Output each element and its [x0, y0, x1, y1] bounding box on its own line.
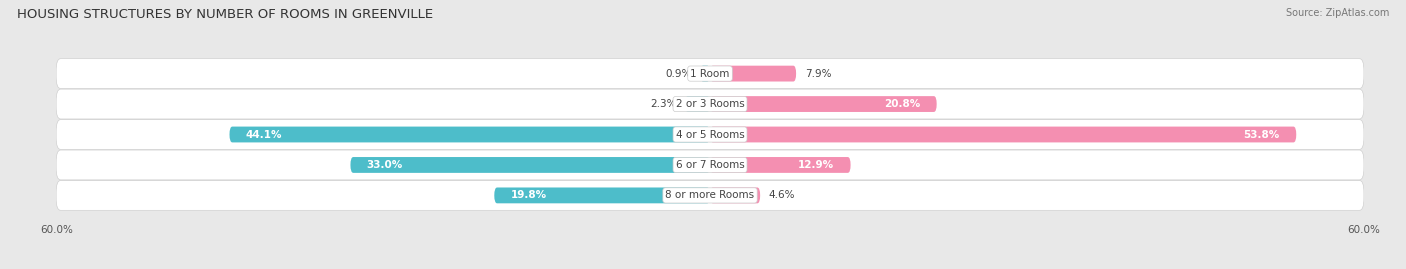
FancyBboxPatch shape	[350, 157, 710, 173]
FancyBboxPatch shape	[710, 96, 936, 112]
Text: 2.3%: 2.3%	[650, 99, 676, 109]
Text: 4 or 5 Rooms: 4 or 5 Rooms	[676, 129, 744, 140]
FancyBboxPatch shape	[56, 89, 1364, 119]
FancyBboxPatch shape	[685, 96, 710, 112]
FancyBboxPatch shape	[495, 187, 710, 203]
Text: 6 or 7 Rooms: 6 or 7 Rooms	[676, 160, 744, 170]
Text: 44.1%: 44.1%	[246, 129, 283, 140]
Text: HOUSING STRUCTURES BY NUMBER OF ROOMS IN GREENVILLE: HOUSING STRUCTURES BY NUMBER OF ROOMS IN…	[17, 8, 433, 21]
FancyBboxPatch shape	[710, 66, 796, 82]
Text: 8 or more Rooms: 8 or more Rooms	[665, 190, 755, 200]
FancyBboxPatch shape	[56, 120, 1364, 149]
Text: 1 Room: 1 Room	[690, 69, 730, 79]
Text: 53.8%: 53.8%	[1244, 129, 1279, 140]
Text: 7.9%: 7.9%	[804, 69, 831, 79]
FancyBboxPatch shape	[700, 66, 710, 82]
Text: 12.9%: 12.9%	[799, 160, 834, 170]
Text: 19.8%: 19.8%	[510, 190, 547, 200]
Text: 20.8%: 20.8%	[884, 99, 921, 109]
FancyBboxPatch shape	[56, 180, 1364, 210]
FancyBboxPatch shape	[710, 127, 1296, 142]
FancyBboxPatch shape	[56, 150, 1364, 180]
FancyBboxPatch shape	[710, 157, 851, 173]
Text: 4.6%: 4.6%	[769, 190, 796, 200]
Text: Source: ZipAtlas.com: Source: ZipAtlas.com	[1285, 8, 1389, 18]
Text: 2 or 3 Rooms: 2 or 3 Rooms	[676, 99, 744, 109]
FancyBboxPatch shape	[56, 59, 1364, 89]
FancyBboxPatch shape	[229, 127, 710, 142]
Text: 33.0%: 33.0%	[367, 160, 404, 170]
Text: 0.9%: 0.9%	[665, 69, 692, 79]
FancyBboxPatch shape	[710, 187, 761, 203]
